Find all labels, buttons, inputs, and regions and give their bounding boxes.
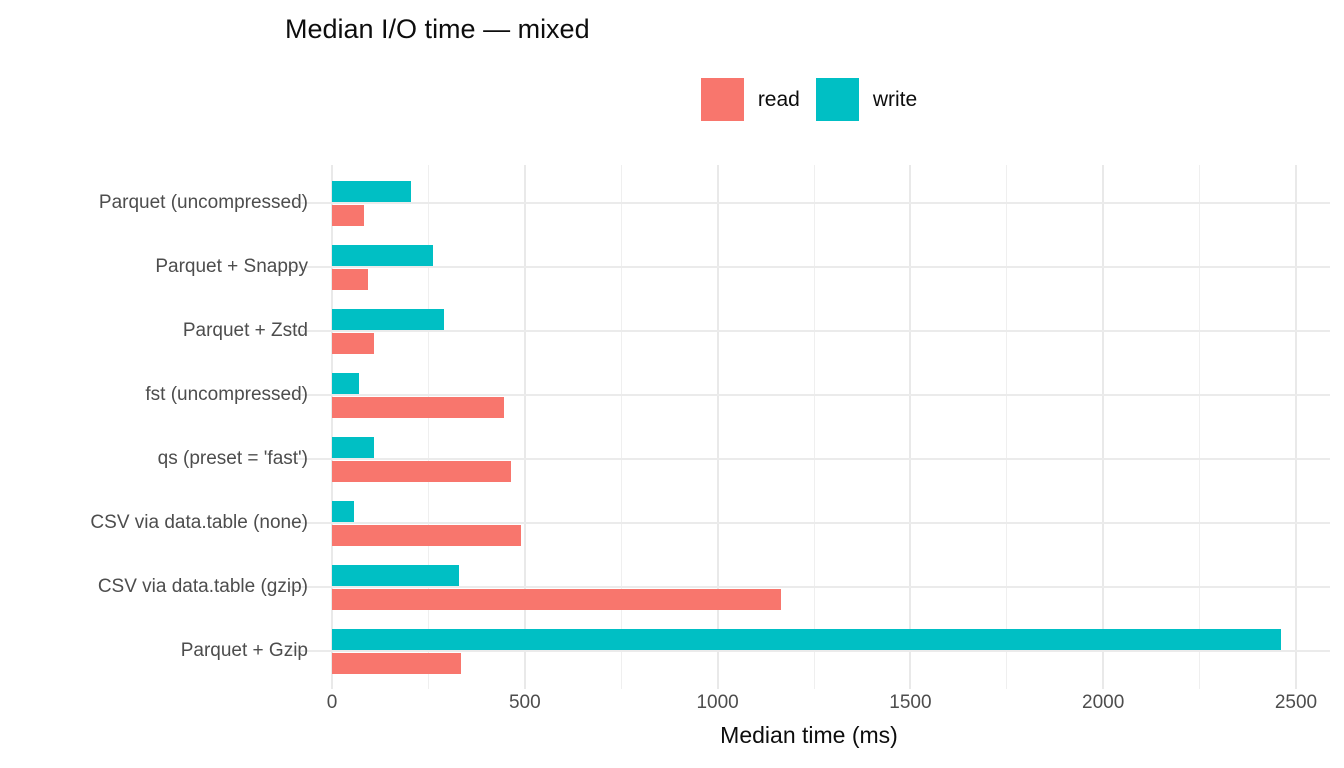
legend: read write bbox=[288, 78, 1330, 121]
bar-read bbox=[332, 653, 462, 674]
gridline-major-x bbox=[716, 165, 719, 689]
y-axis-label: CSV via data.table (none) bbox=[90, 512, 308, 533]
gridline-minor-x bbox=[1199, 165, 1201, 689]
y-axis-label: Parquet + Zstd bbox=[182, 320, 308, 341]
y-axis-label: fst (uncompressed) bbox=[145, 384, 308, 405]
bar-write bbox=[332, 565, 460, 586]
x-axis-tick-label: 500 bbox=[508, 692, 541, 713]
gridline-major-x bbox=[331, 165, 333, 689]
gridline-major-x bbox=[909, 165, 912, 689]
legend-key-read bbox=[700, 78, 744, 121]
bar-read bbox=[332, 205, 364, 226]
bar-read bbox=[332, 589, 782, 610]
bar-write bbox=[332, 501, 355, 522]
gridline-y bbox=[288, 586, 1330, 588]
gridline-y bbox=[288, 202, 1330, 204]
chart-title: Median I/O time — mixed bbox=[285, 14, 590, 44]
x-axis-tick-label: 2500 bbox=[1274, 692, 1318, 713]
bar-read bbox=[332, 397, 504, 418]
bar-read bbox=[332, 525, 521, 546]
x-axis-tick-label: 1000 bbox=[696, 692, 739, 713]
bar-write bbox=[332, 245, 434, 266]
bar-read bbox=[332, 333, 375, 354]
x-axis-tick-label: 1500 bbox=[889, 692, 932, 713]
gridline-major-x bbox=[1295, 165, 1297, 689]
gridline-minor-x bbox=[620, 165, 622, 689]
gridline-y bbox=[288, 650, 1330, 652]
x-axis-tick-label: 2000 bbox=[1082, 692, 1125, 713]
legend-label-write: write bbox=[872, 87, 918, 111]
plot-panel bbox=[288, 165, 1330, 689]
gridline-y bbox=[288, 266, 1330, 268]
gridline-major-x bbox=[1102, 165, 1105, 689]
gridline-minor-x bbox=[427, 165, 429, 689]
legend-entry-write: write bbox=[815, 78, 918, 121]
x-axis-tick-label: 0 bbox=[326, 692, 338, 713]
legend-key-write bbox=[815, 78, 859, 121]
bar-write bbox=[332, 309, 445, 330]
gridline-y bbox=[288, 394, 1330, 396]
bar-read bbox=[332, 269, 368, 290]
legend-label-read: read bbox=[757, 87, 800, 111]
bar-write bbox=[332, 373, 359, 394]
legend-entry-read: read bbox=[700, 78, 800, 121]
gridline-major-x bbox=[523, 165, 526, 689]
y-axis-label: CSV via data.table (gzip) bbox=[97, 576, 308, 597]
bar-read bbox=[332, 461, 512, 482]
gridline-y bbox=[288, 522, 1330, 524]
gridline-y bbox=[288, 330, 1330, 332]
y-axis-label: qs (preset = 'fast') bbox=[157, 448, 308, 469]
x-axis-title: Median time (ms) bbox=[720, 722, 898, 748]
gridline-y bbox=[288, 458, 1330, 460]
y-axis-label: Parquet (uncompressed) bbox=[98, 192, 308, 213]
gridline-minor-x bbox=[1006, 165, 1008, 689]
y-axis-label: Parquet + Gzip bbox=[180, 640, 308, 661]
bar-write bbox=[332, 437, 374, 458]
bar-write bbox=[332, 181, 411, 202]
gridline-minor-x bbox=[813, 165, 815, 689]
bar-write bbox=[332, 629, 1281, 650]
y-axis-label: Parquet + Snappy bbox=[155, 256, 308, 277]
